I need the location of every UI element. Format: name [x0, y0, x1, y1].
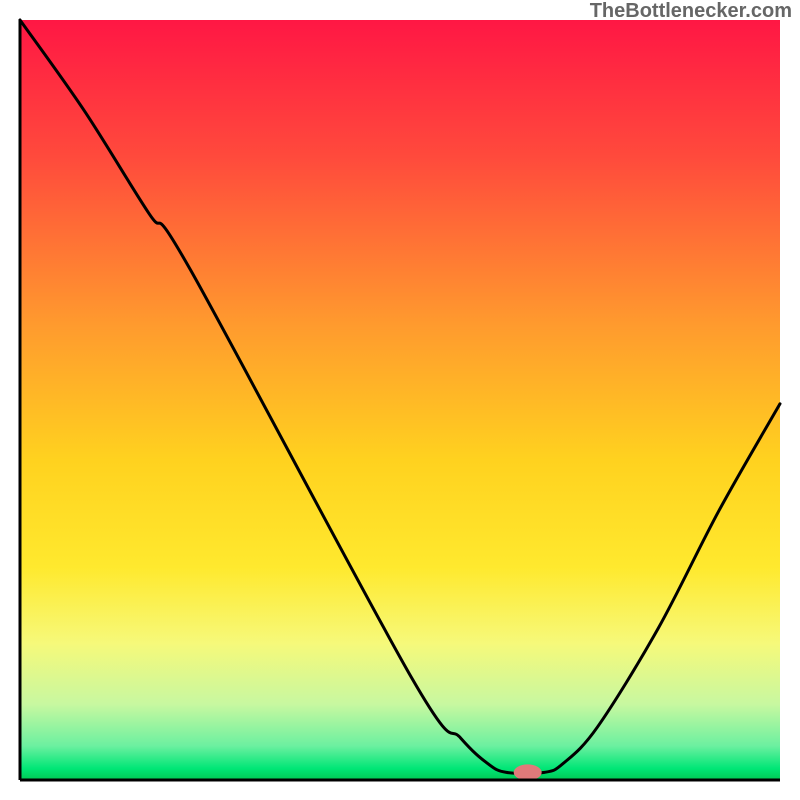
- bottleneck-chart: TheBottlenecker.com: [0, 0, 800, 800]
- optimum-marker: [514, 764, 542, 780]
- gradient-background: [20, 20, 780, 780]
- watermark-text: TheBottlenecker.com: [590, 0, 792, 23]
- chart-svg: [0, 0, 800, 800]
